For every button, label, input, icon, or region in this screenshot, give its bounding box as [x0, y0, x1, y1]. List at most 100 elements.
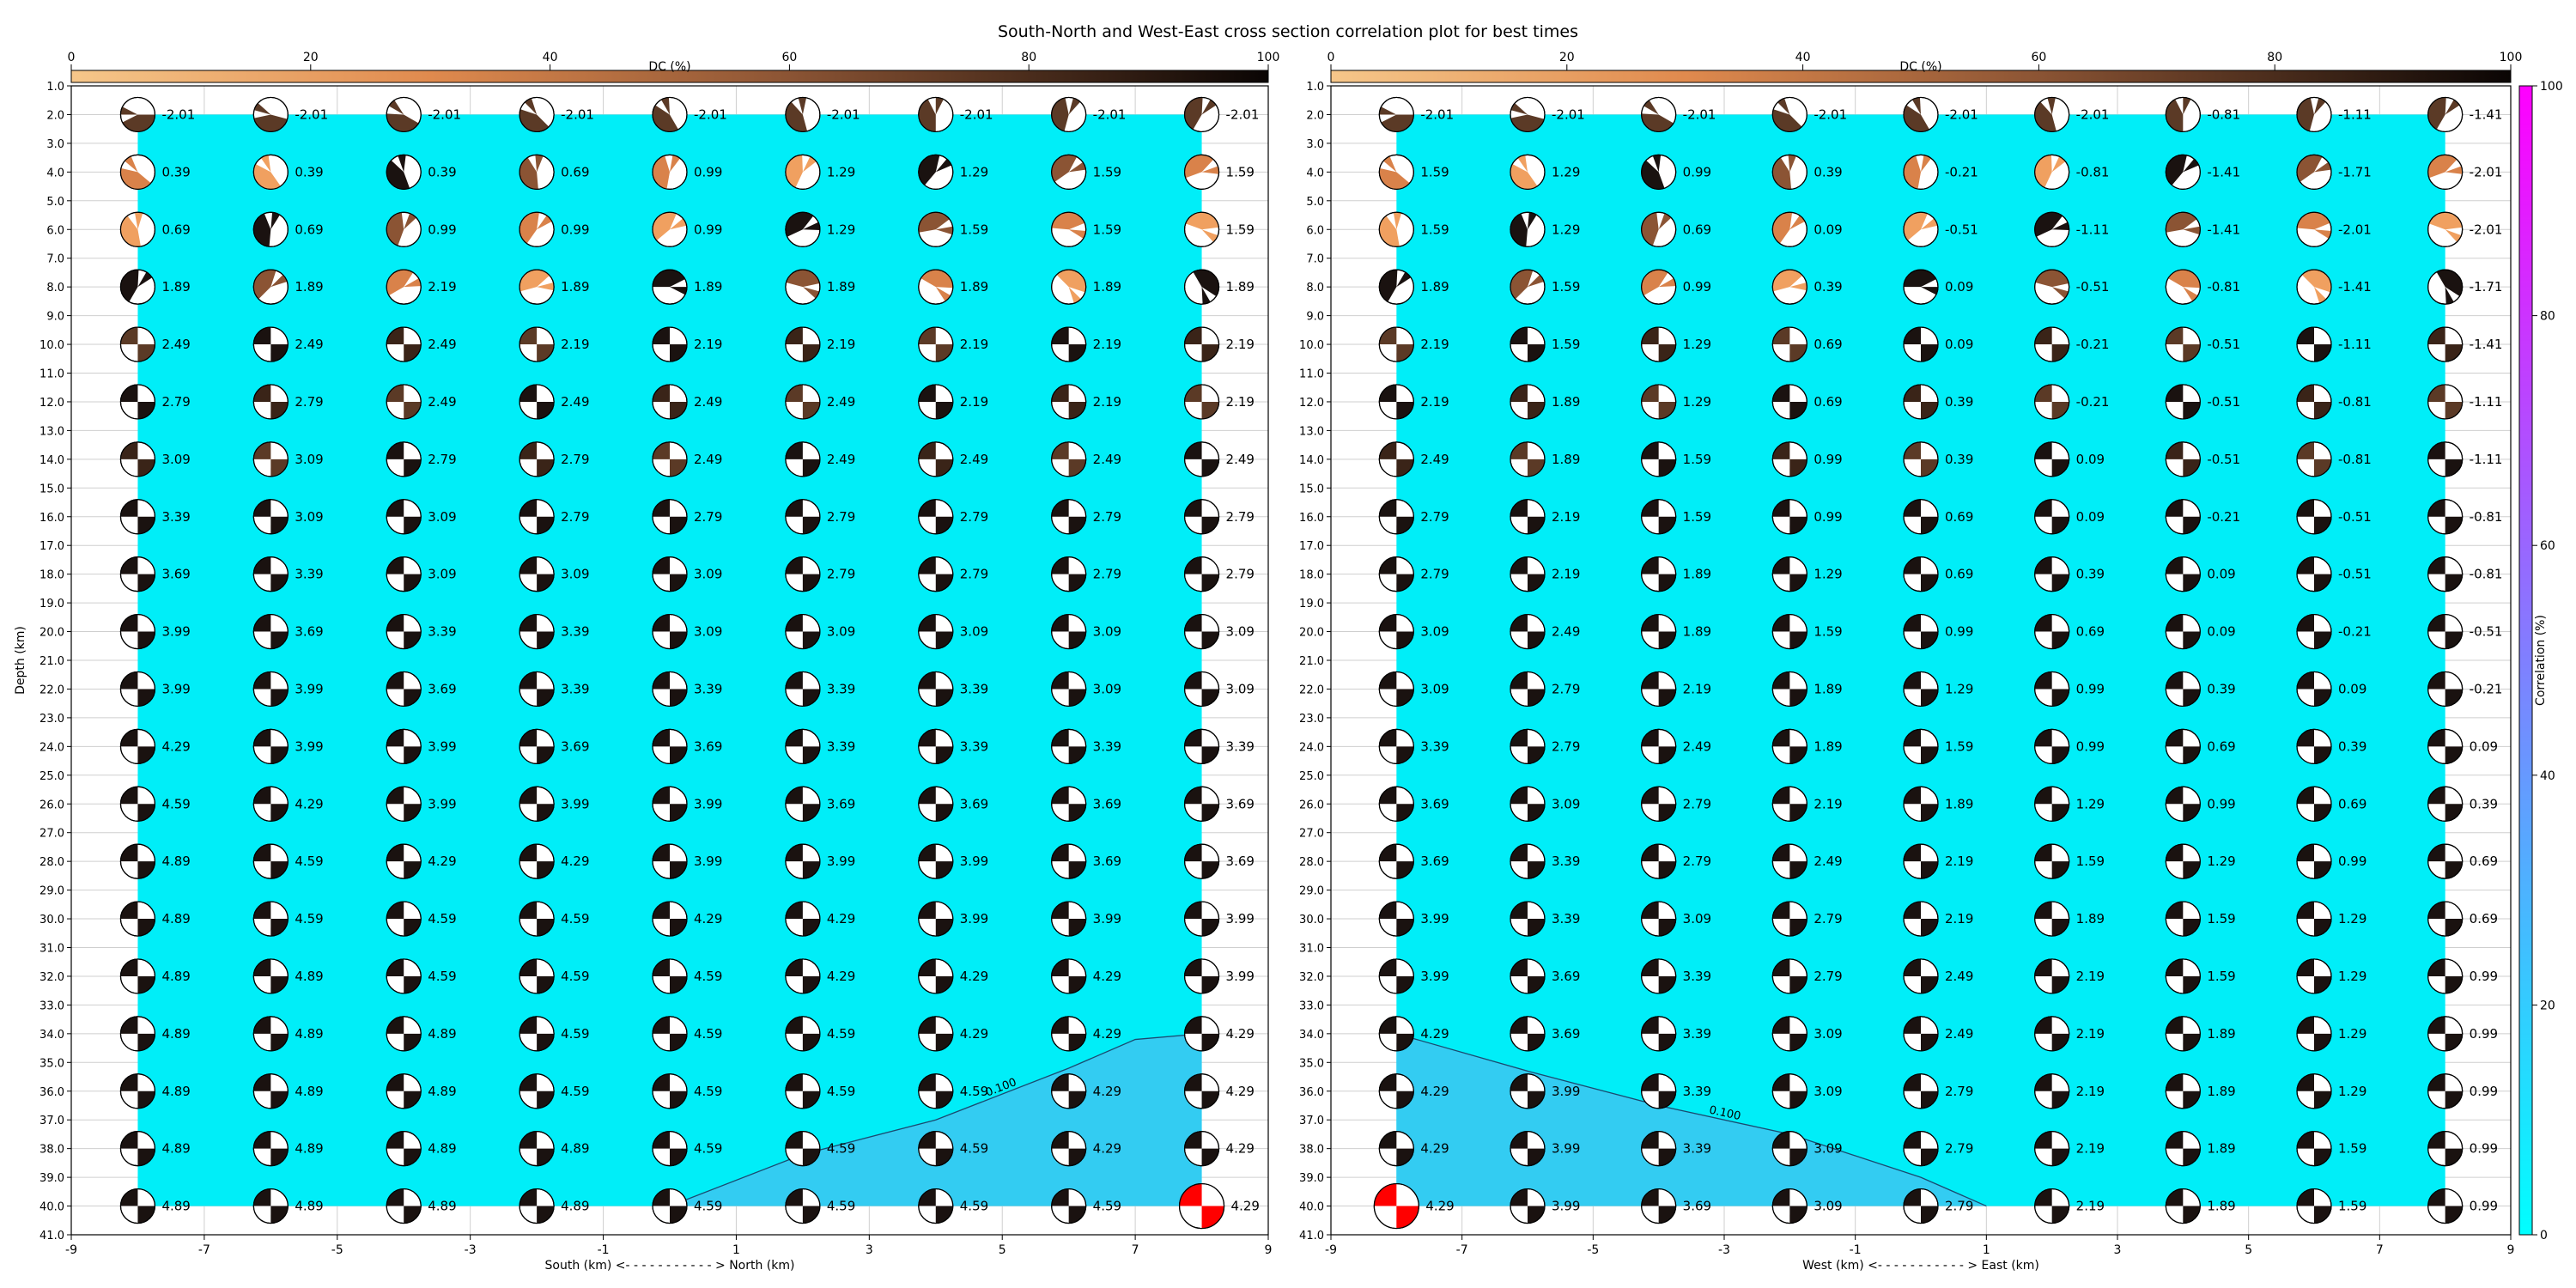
beachball-outline — [1510, 843, 1546, 879]
beachball-label: 1.29 — [1945, 681, 1973, 696]
beachball-quadrant — [1379, 384, 1397, 402]
beachball: 2.19 — [2034, 1131, 2105, 1167]
beachball-quadrant — [1789, 401, 1807, 419]
beachball-label: 1.59 — [960, 222, 988, 237]
beachball: 0.69 — [2034, 613, 2105, 650]
beachball-outline — [785, 211, 821, 247]
x-tick-label: 7 — [2376, 1243, 2384, 1257]
beachball-quadrant — [120, 614, 138, 632]
beachball-quadrant — [786, 270, 820, 288]
beachball-outline — [119, 96, 156, 133]
beachball-quadrant — [1904, 844, 1921, 862]
beachball-quadrant — [2034, 1016, 2052, 1034]
beachball: 3.69 — [1641, 1188, 1711, 1224]
beachball-label: 4.59 — [694, 1199, 722, 1214]
beachball-outline — [119, 499, 156, 535]
y-tick-label: 3.0 — [46, 138, 64, 151]
beachball-quadrant — [2297, 671, 2314, 690]
beachball-outline — [1771, 326, 1807, 362]
beachball-outline — [2296, 556, 2332, 592]
beachball-quadrant — [1051, 614, 1069, 632]
beachball-quadrant — [270, 1206, 289, 1224]
beachball-outline — [1641, 843, 1677, 879]
beachball: 3.69 — [1510, 958, 1580, 994]
beachball: 1.59 — [1771, 613, 1843, 650]
beachball-quadrant — [1201, 1148, 1219, 1166]
beachball-outline — [2165, 1188, 2201, 1224]
beachball-label: -2.01 — [1814, 106, 1847, 122]
beachball-quadrant — [1641, 844, 1659, 862]
beachball-label: 3.39 — [561, 624, 589, 640]
beachball-outline — [386, 499, 422, 535]
beachball: 4.89 — [386, 1188, 457, 1224]
beachball-label: 4.29 — [1093, 1026, 1121, 1042]
beachball-outline — [1378, 1073, 1414, 1109]
beachball-label: 2.19 — [2076, 1141, 2105, 1157]
beachball-label: 1.89 — [1814, 738, 1842, 754]
beachball-quadrant — [1528, 975, 1545, 993]
beachball-label: 4.89 — [428, 1026, 456, 1042]
beachball-label: 1.59 — [1420, 222, 1449, 237]
beachball: 2.79 — [1510, 671, 1580, 708]
beachball-quadrant — [918, 902, 936, 920]
beachball-label: -0.51 — [2338, 509, 2372, 525]
beachball: 3.09 — [1051, 671, 1121, 708]
beachball-label: 3.69 — [1093, 796, 1121, 811]
beachball: 1.29 — [2296, 958, 2366, 994]
beachball-quadrant — [2034, 902, 2052, 920]
beachball-label: 4.59 — [827, 1199, 855, 1214]
beachball-quadrant — [1379, 270, 1398, 302]
beachball-quadrant — [386, 441, 404, 459]
beachball-outline — [785, 728, 821, 764]
beachball-quadrant — [386, 787, 404, 805]
beachball-quadrant — [1201, 861, 1219, 879]
beachball-label: 2.49 — [1093, 452, 1121, 467]
beachball-outline — [785, 843, 821, 879]
beachball-label: 3.69 — [1093, 854, 1121, 869]
beachball-label: 2.49 — [1420, 452, 1449, 467]
beachball-quadrant — [670, 287, 687, 295]
beachball: -0.81 — [2296, 384, 2372, 420]
beachball-label: 4.59 — [694, 1084, 722, 1099]
beachball-quadrant — [1904, 441, 1921, 459]
beachball-quadrant — [1772, 1016, 1790, 1034]
beachball-quadrant — [661, 97, 670, 115]
beachball-quadrant — [1379, 787, 1397, 805]
beachball-quadrant — [1921, 218, 1938, 230]
beachball-quadrant — [1051, 844, 1069, 862]
beachball-quadrant — [802, 401, 820, 419]
beachball-quadrant — [1184, 902, 1202, 920]
beachball: -2.01 — [519, 96, 594, 133]
beachball-quadrant — [802, 574, 820, 592]
beachball-quadrant — [519, 327, 538, 345]
beachball-quadrant — [1772, 212, 1793, 244]
beachball-quadrant — [2034, 327, 2052, 345]
beachball-quadrant — [1904, 729, 1921, 747]
beachball-quadrant — [1658, 344, 1676, 362]
beachball: 4.59 — [918, 1073, 988, 1109]
beachball: 3.69 — [1051, 786, 1121, 822]
beachball-quadrant — [2297, 327, 2314, 345]
beachball-quadrant — [653, 384, 670, 402]
beachball: 4.59 — [519, 901, 590, 937]
beachball: 4.89 — [386, 1073, 457, 1109]
beachball: 3.39 — [519, 671, 590, 708]
beachball-label: -2.01 — [2470, 222, 2503, 237]
beachball-outline — [1051, 786, 1087, 822]
beachball-outline — [918, 1131, 954, 1167]
beachball: 1.59 — [1183, 154, 1255, 190]
beachball-quadrant — [537, 516, 555, 534]
beachball-label: 1.89 — [1945, 796, 1973, 811]
y-tick-label: 21.0 — [39, 655, 64, 668]
beachball: -0.81 — [2034, 154, 2109, 190]
beachball-outline — [785, 1188, 821, 1224]
beachball-label: 3.09 — [428, 509, 456, 525]
beachball: 3.39 — [1510, 901, 1580, 937]
beachball: 0.09 — [2427, 728, 2498, 764]
beachball-quadrant — [918, 384, 936, 402]
beachball: 2.79 — [1771, 958, 1843, 994]
beachball: 4.89 — [119, 843, 191, 879]
beachball-quadrant — [935, 1206, 953, 1224]
beachball: 4.29 — [252, 786, 324, 822]
beachball-outline — [1903, 1073, 1939, 1109]
